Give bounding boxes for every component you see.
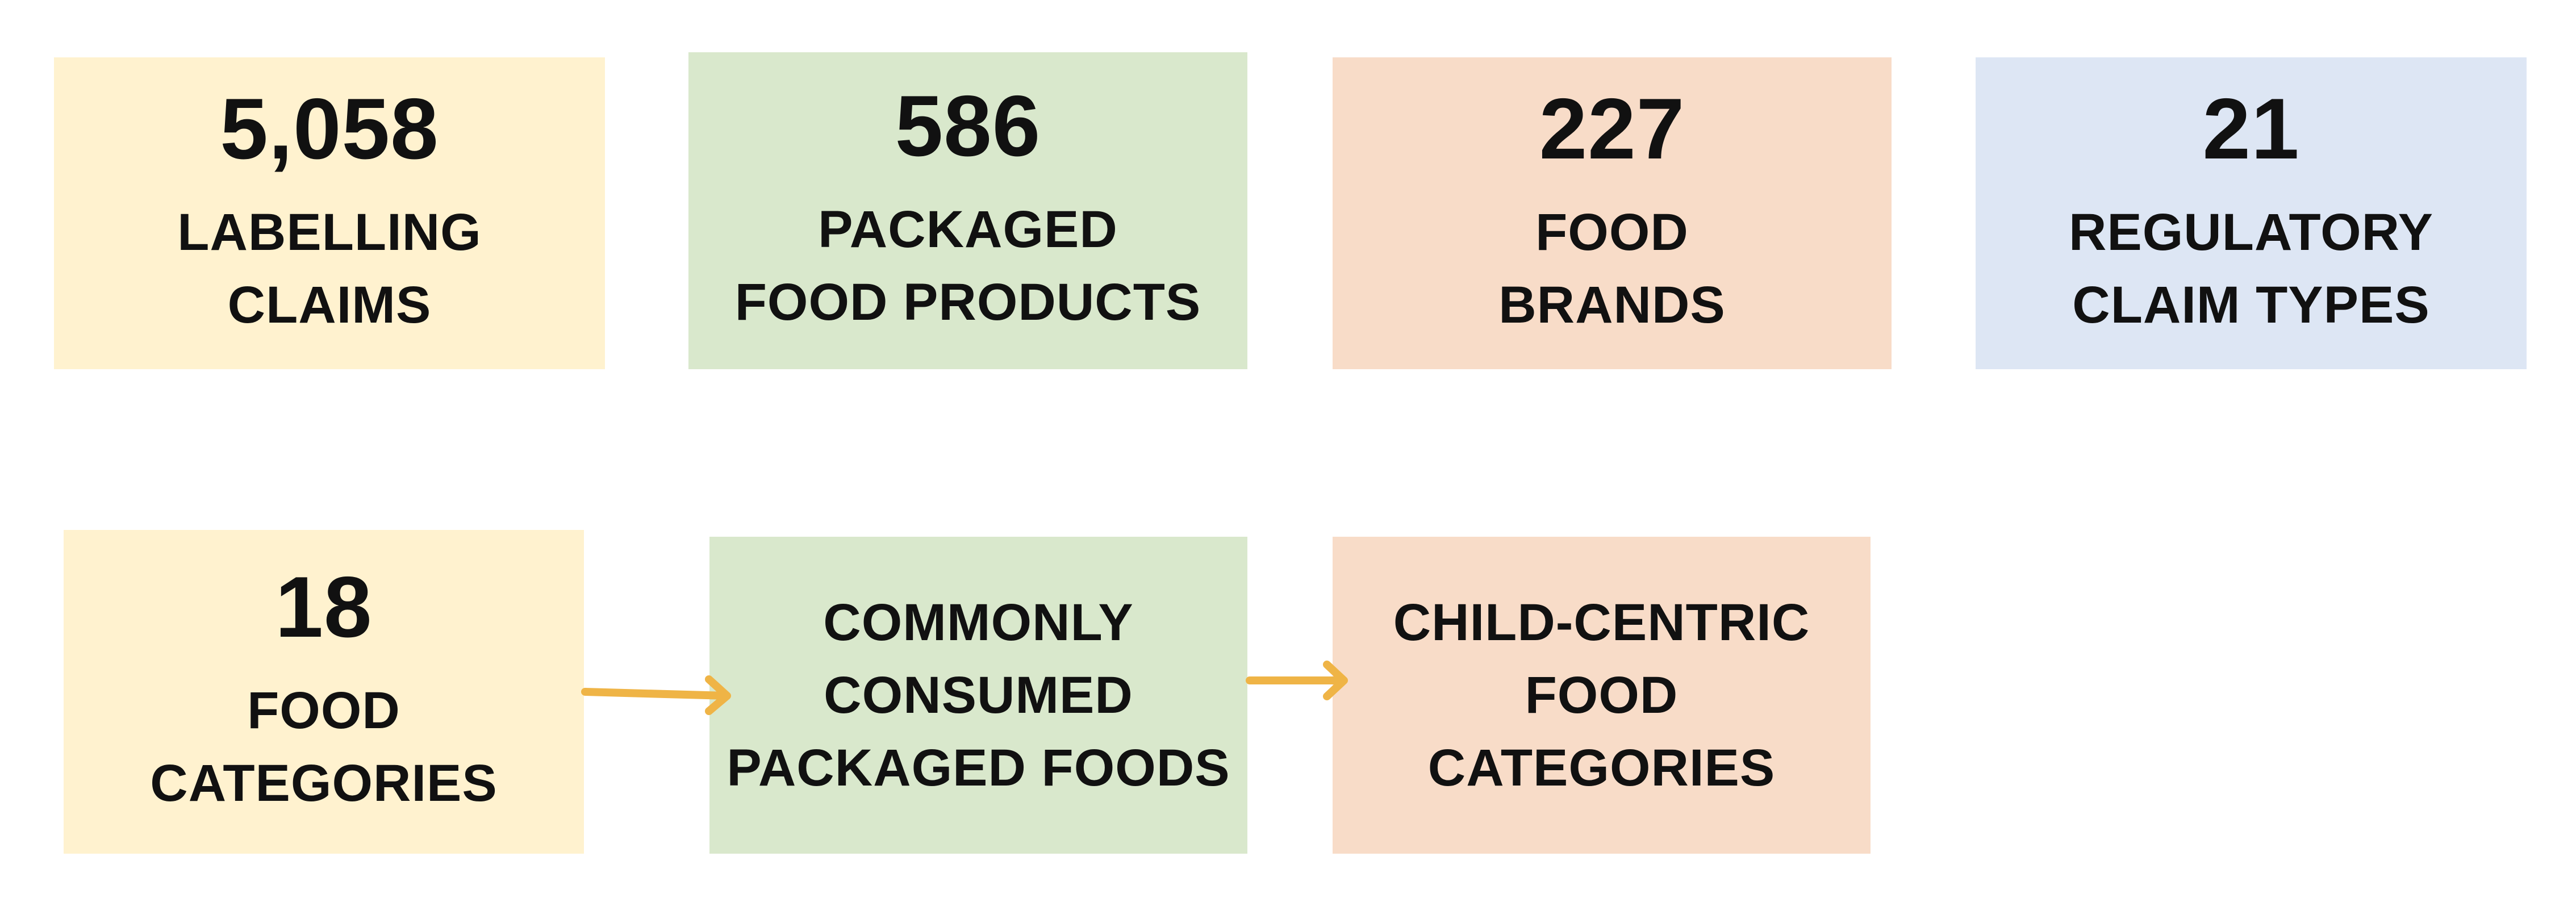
flow-card-child-centric: CHILD-CENTRIC FOOD CATEGORIES: [1333, 537, 1871, 854]
stat-card-food-brands: 227 FOOD BRANDS: [1333, 57, 1892, 369]
regulatory-claim-types-count: 21: [2202, 80, 2300, 177]
stat-card-packaged-food-products: 586 PACKAGED FOOD PRODUCTS: [688, 52, 1247, 369]
labelling-claims-label: LABELLING CLAIMS: [177, 203, 482, 334]
labelling-claims-count: 5,058: [220, 80, 439, 177]
stat-card-labelling-claims: 5,058 LABELLING CLAIMS: [54, 57, 605, 369]
food-brands-count: 227: [1539, 80, 1685, 177]
food-categories-label: FOOD CATEGORIES: [150, 682, 498, 812]
arrow-categories-to-consumed-icon: [581, 675, 731, 715]
arrow-consumed-to-child-icon: [1246, 661, 1348, 700]
stat-card-regulatory-claim-types: 21 REGULATORY CLAIM TYPES: [1976, 57, 2527, 369]
food-brands-label: FOOD BRANDS: [1498, 203, 1726, 334]
flow-card-food-categories: 18 FOOD CATEGORIES: [64, 530, 584, 854]
food-categories-count: 18: [275, 559, 373, 655]
child-centric-label: CHILD-CENTRIC FOOD CATEGORIES: [1393, 594, 1810, 797]
regulatory-claim-types-label: REGULATORY CLAIM TYPES: [2068, 203, 2434, 334]
packaged-food-products-label: PACKAGED FOOD PRODUCTS: [734, 200, 1201, 331]
packaged-food-products-count: 586: [895, 78, 1041, 174]
flow-card-commonly-consumed: COMMONLY CONSUMED PACKAGED FOODS: [709, 537, 1247, 854]
commonly-consumed-label: COMMONLY CONSUMED PACKAGED FOODS: [727, 594, 1230, 797]
